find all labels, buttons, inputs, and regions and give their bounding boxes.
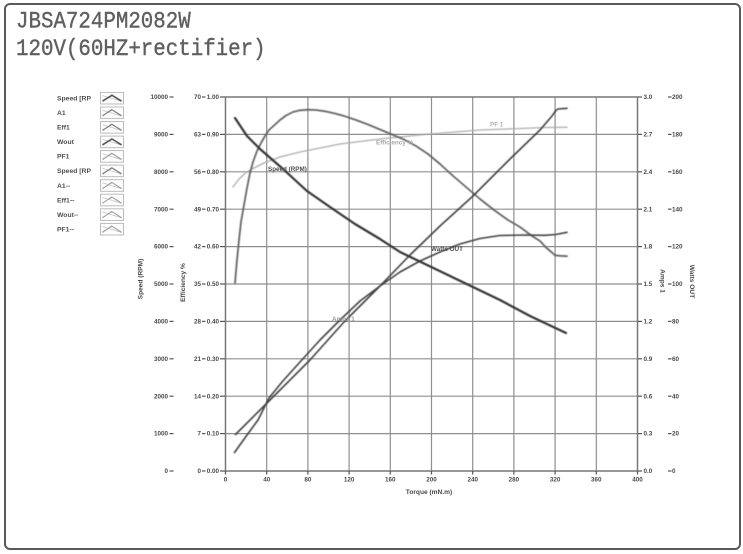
- svg-text:56: 56: [194, 169, 202, 176]
- svg-text:49: 49: [194, 206, 202, 213]
- svg-text:70: 70: [194, 94, 202, 101]
- svg-text:3.0: 3.0: [644, 94, 653, 101]
- svg-text:1000: 1000: [154, 431, 169, 438]
- svg-text:4000: 4000: [154, 319, 169, 326]
- svg-text:Watts OUT: Watts OUT: [688, 265, 695, 298]
- svg-text:40: 40: [263, 477, 271, 484]
- svg-text:0.6: 0.6: [644, 393, 653, 400]
- svg-text:180: 180: [672, 132, 683, 139]
- svg-text:160: 160: [385, 477, 396, 484]
- svg-text:Amps 1: Amps 1: [332, 316, 355, 323]
- svg-text:Efficiency %: Efficiency %: [180, 263, 187, 302]
- svg-text:0.50: 0.50: [207, 281, 220, 288]
- svg-text:60: 60: [672, 356, 680, 363]
- svg-text:140: 140: [672, 206, 683, 213]
- svg-text:2000: 2000: [154, 393, 169, 400]
- svg-text:7000: 7000: [154, 206, 169, 213]
- svg-text:42: 42: [194, 244, 202, 251]
- svg-text:7: 7: [197, 431, 201, 438]
- svg-text:240: 240: [467, 477, 478, 484]
- svg-text:0.10: 0.10: [207, 431, 220, 438]
- svg-text:0.3: 0.3: [644, 431, 653, 438]
- svg-text:PF1--: PF1--: [57, 227, 74, 234]
- svg-text:Speed (RPM): Speed (RPM): [268, 166, 307, 173]
- svg-text:0.80: 0.80: [207, 169, 220, 176]
- svg-text:Eff1--: Eff1--: [57, 197, 74, 204]
- svg-text:0.00: 0.00: [207, 468, 220, 475]
- svg-text:0: 0: [224, 477, 228, 484]
- svg-text:Eff1: Eff1: [57, 125, 70, 132]
- svg-text:28: 28: [194, 319, 202, 326]
- svg-text:Speed [RP: Speed [RP: [57, 168, 91, 175]
- svg-text:120: 120: [344, 477, 355, 484]
- svg-text:80: 80: [672, 319, 680, 326]
- svg-text:0.9: 0.9: [644, 356, 653, 363]
- svg-text:1.8: 1.8: [644, 244, 653, 251]
- svg-text:PF 1: PF 1: [490, 122, 504, 129]
- svg-text:0.0: 0.0: [644, 468, 653, 475]
- svg-text:Watts OUT: Watts OUT: [431, 246, 463, 253]
- svg-text:0.70: 0.70: [207, 206, 220, 213]
- svg-text:200: 200: [672, 94, 683, 101]
- svg-text:160: 160: [672, 169, 683, 176]
- svg-text:35: 35: [194, 281, 202, 288]
- svg-text:5000: 5000: [154, 281, 169, 288]
- svg-text:2.1: 2.1: [644, 206, 653, 213]
- svg-text:360: 360: [591, 477, 602, 484]
- svg-text:80: 80: [304, 477, 312, 484]
- svg-text:6000: 6000: [154, 244, 169, 251]
- svg-text:Wout--: Wout--: [57, 212, 78, 219]
- svg-text:200: 200: [426, 477, 437, 484]
- svg-text:1.5: 1.5: [644, 281, 653, 288]
- svg-text:A1--: A1--: [57, 183, 70, 190]
- svg-text:320: 320: [550, 477, 561, 484]
- svg-text:Wout: Wout: [57, 139, 75, 146]
- svg-text:0.30: 0.30: [207, 356, 220, 363]
- svg-text:Torque (mN.m): Torque (mN.m): [406, 489, 452, 496]
- svg-text:0: 0: [164, 468, 168, 475]
- svg-text:8000: 8000: [154, 169, 169, 176]
- svg-text:14: 14: [194, 393, 202, 400]
- svg-text:Efficiency %: Efficiency %: [376, 140, 413, 147]
- svg-text:0: 0: [672, 468, 676, 475]
- svg-text:280: 280: [509, 477, 520, 484]
- svg-text:0.90: 0.90: [207, 132, 220, 139]
- svg-text:1.2: 1.2: [644, 319, 653, 326]
- svg-text:120: 120: [672, 244, 683, 251]
- svg-text:1.00: 1.00: [207, 94, 220, 101]
- svg-text:Amps 1: Amps 1: [659, 269, 666, 293]
- svg-text:2.7: 2.7: [644, 132, 653, 139]
- svg-text:10000: 10000: [150, 94, 168, 101]
- svg-text:9000: 9000: [154, 132, 169, 139]
- svg-text:0.40: 0.40: [207, 319, 220, 326]
- svg-text:20: 20: [672, 431, 680, 438]
- svg-text:40: 40: [672, 393, 680, 400]
- svg-text:0.60: 0.60: [207, 244, 220, 251]
- svg-text:0: 0: [197, 468, 201, 475]
- svg-text:3000: 3000: [154, 356, 169, 363]
- svg-text:PF1: PF1: [57, 154, 70, 161]
- svg-text:0.20: 0.20: [207, 393, 220, 400]
- svg-text:Speed [RP: Speed [RP: [57, 96, 91, 103]
- svg-text:A1: A1: [57, 110, 66, 117]
- svg-text:Speed (RPM): Speed (RPM): [138, 259, 145, 300]
- svg-text:2.4: 2.4: [644, 169, 653, 176]
- svg-text:63: 63: [194, 132, 202, 139]
- svg-text:21: 21: [194, 356, 202, 363]
- svg-text:100: 100: [672, 281, 683, 288]
- svg-text:400: 400: [632, 477, 643, 484]
